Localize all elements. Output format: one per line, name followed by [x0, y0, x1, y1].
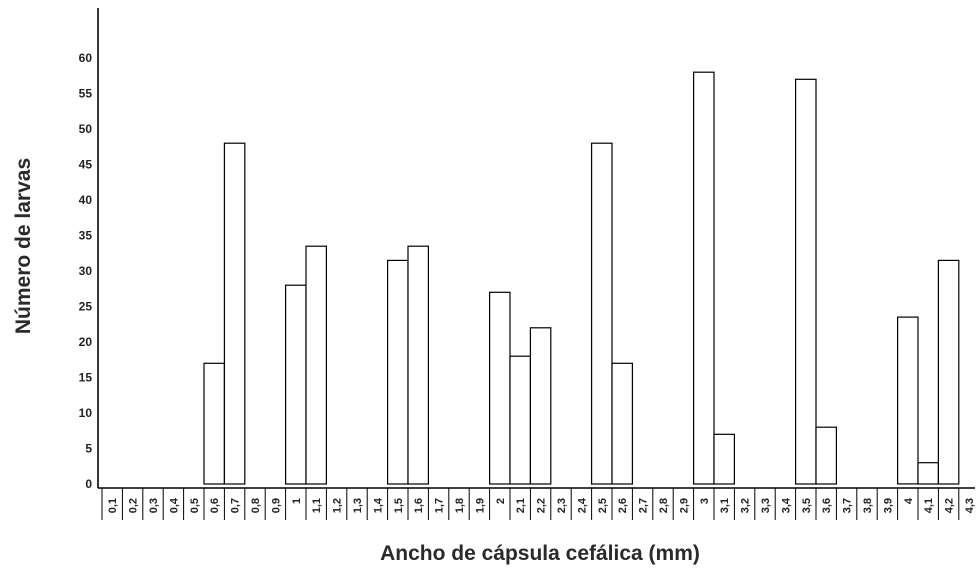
- x-tick-label: 4,3: [964, 498, 976, 513]
- y-tick-label: 25: [79, 300, 93, 314]
- x-tick-label: 1: [291, 498, 303, 504]
- bar-2,6: [611, 362, 633, 485]
- x-tick-label: 2,7: [638, 498, 650, 513]
- x-tick-label: 2,2: [536, 498, 548, 513]
- bar-3: [692, 71, 715, 485]
- x-tick-label: 1,2: [332, 498, 344, 513]
- y-tick-label: 0: [85, 477, 92, 491]
- bar-2,1: [509, 355, 531, 485]
- y-tick-label: 45: [79, 158, 93, 172]
- x-tick-label: 0,1: [107, 498, 119, 513]
- x-tick-label: 2: [495, 498, 507, 504]
- x-tick-label: 3,7: [842, 498, 854, 513]
- y-tick-label: 5: [85, 442, 92, 456]
- x-axis-title: Ancho de cápsula cefálica (mm): [380, 542, 700, 565]
- x-tick-label: 2,5: [597, 498, 609, 513]
- x-tick-label: 0,6: [209, 498, 221, 513]
- x-tick-label: 2,9: [678, 498, 690, 513]
- x-tick-label: 1,6: [413, 498, 425, 513]
- x-tick-label: 1,9: [474, 498, 486, 513]
- y-tick-label: 15: [79, 371, 93, 385]
- bar-3,1: [713, 433, 735, 485]
- x-tick-label: 1,5: [393, 498, 405, 513]
- bar-2,2: [529, 327, 552, 485]
- y-tick-label: 55: [79, 87, 93, 101]
- x-tick-label: 3: [699, 498, 711, 504]
- x-tick-label: 2,6: [617, 498, 629, 513]
- x-tick-label: 0,3: [148, 498, 160, 513]
- x-tick-label: 1,7: [434, 498, 446, 513]
- y-tick-label: 50: [79, 122, 93, 136]
- x-tick-label: 0,9: [270, 498, 282, 513]
- bar-4,2: [937, 259, 960, 485]
- x-tick-label: 3,5: [801, 498, 813, 513]
- x-tick-label: 3,9: [882, 498, 894, 513]
- x-tick-label: 1,8: [454, 498, 466, 513]
- y-axis: 0 5 10 15 20 25 30 35 40 45 50 55 60: [79, 8, 99, 491]
- x-tick-label: 4,2: [944, 498, 956, 513]
- bar-0,7: [223, 142, 246, 485]
- x-tick-label: 2,8: [658, 498, 670, 513]
- bar-0,6: [203, 362, 225, 485]
- x-tick-label: 2,4: [576, 497, 588, 513]
- x-tick-label: 3,1: [719, 498, 731, 513]
- x-tick-label: 0,5: [189, 498, 201, 513]
- y-tick-label: 20: [79, 335, 93, 349]
- bar-4,1: [917, 462, 939, 485]
- bar-1,6: [407, 245, 429, 485]
- x-tick-label: 1,4: [372, 497, 384, 513]
- x-tick-label: 4,1: [923, 498, 935, 513]
- bar-4: [896, 316, 919, 485]
- x-tick-label: 0,4: [168, 497, 180, 513]
- x-tick-label: 3,6: [821, 498, 833, 513]
- x-axis: 0,1 0,2 0,3 0,4 0,5 0,6 0,7 0,8 0,9 1 1,1 1,2 1,3 1,4…: [98, 487, 976, 520]
- bar-1: [285, 284, 307, 485]
- x-tick-label: 2,3: [556, 498, 568, 513]
- y-tick-label: 35: [79, 229, 93, 243]
- x-tick-label: 0,7: [230, 498, 242, 513]
- y-tick-label: 60: [79, 51, 93, 65]
- bar-3,5: [794, 78, 817, 485]
- x-tick-label: 3,8: [862, 498, 874, 513]
- x-tick-label: 3,3: [760, 498, 772, 513]
- bar-2,5: [590, 142, 613, 485]
- x-tick-label: 0,8: [250, 498, 262, 513]
- y-axis-title: Número de larvas: [12, 158, 35, 334]
- x-tick-label: 2,1: [515, 498, 527, 513]
- x-tick-label: 1,3: [352, 498, 364, 513]
- bar-2: [489, 291, 511, 485]
- x-tick-label: 1,1: [311, 498, 323, 513]
- x-tick-label: 4: [903, 497, 915, 504]
- x-tick-label: 3,4: [780, 497, 792, 513]
- bar-1,1: [305, 245, 327, 485]
- bar-3,6: [815, 426, 837, 485]
- y-tick-label: 40: [79, 193, 93, 207]
- y-tick-label: 30: [79, 264, 93, 278]
- bar-1,5: [387, 259, 409, 485]
- y-tick-label: 10: [79, 406, 93, 420]
- bars-group: [203, 71, 960, 485]
- x-tick-label: 0,2: [128, 498, 140, 513]
- x-tick-label: 3,2: [740, 498, 752, 513]
